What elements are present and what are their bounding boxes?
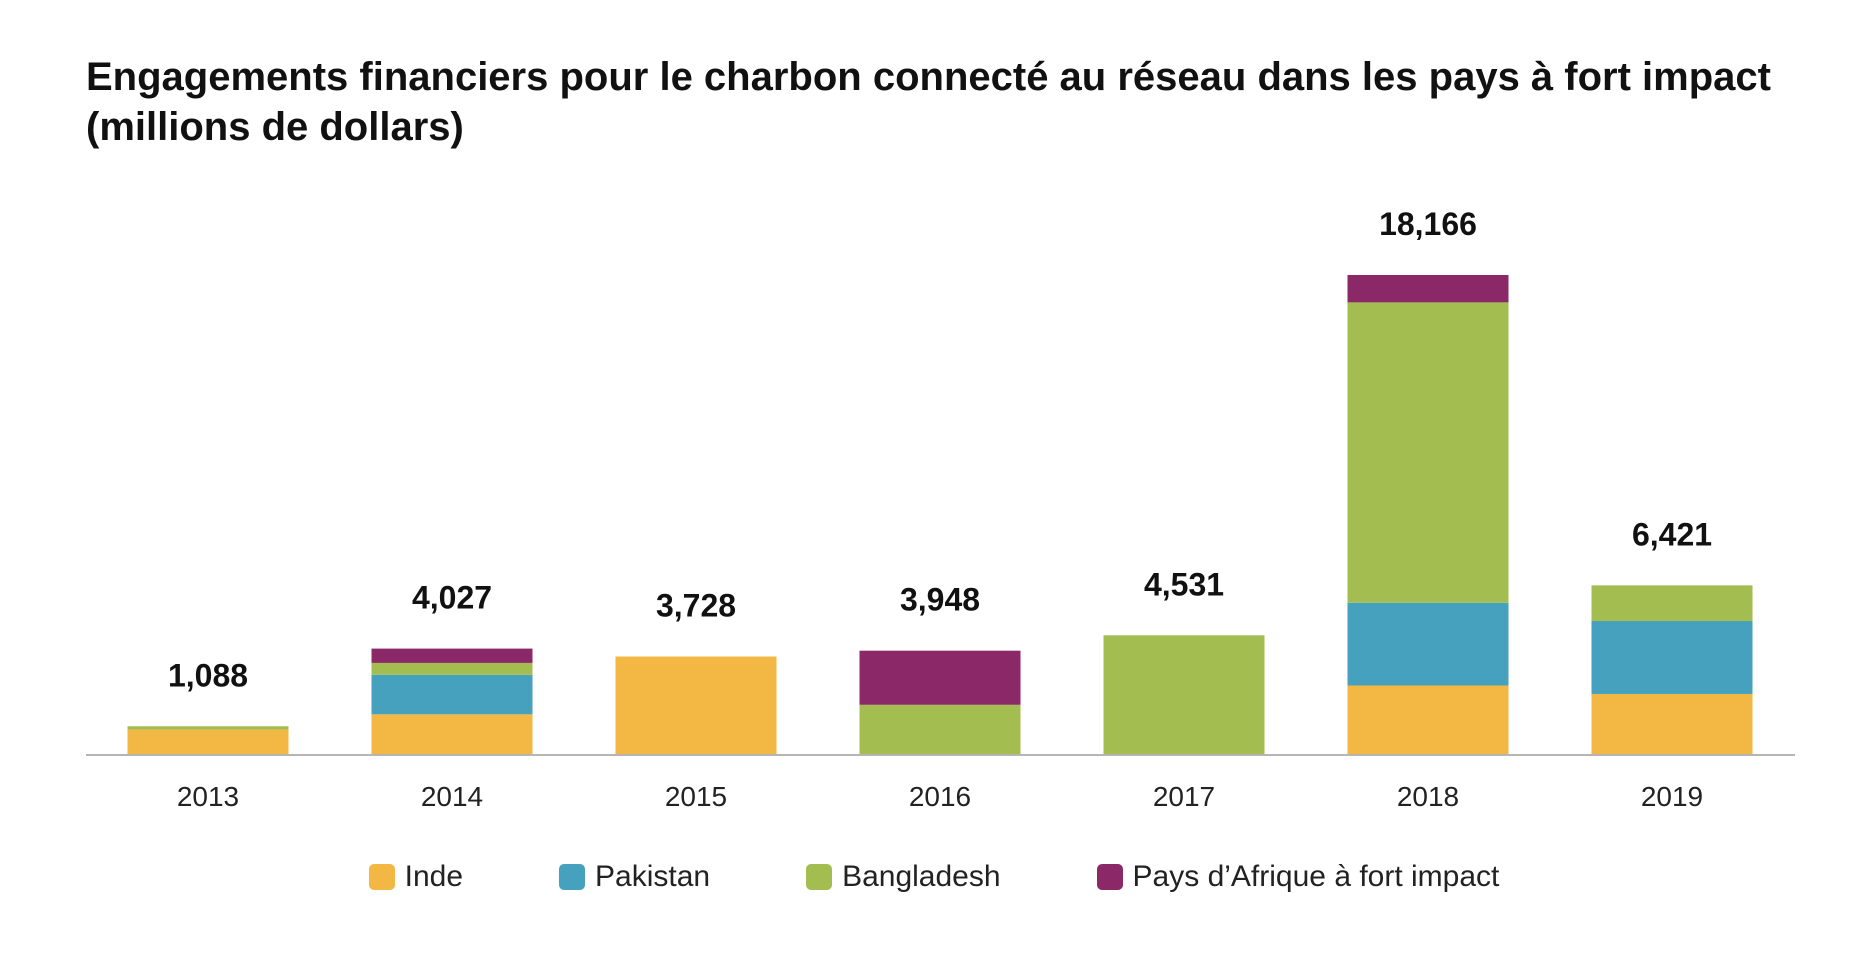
x-tick-label: 2015 <box>665 781 727 812</box>
x-tick-label: 2016 <box>909 781 971 812</box>
bar-segment-2014-0 <box>371 714 533 755</box>
bar-segment-2013-0 <box>127 729 289 755</box>
legend-swatch <box>559 864 585 890</box>
legend: Inde Pakistan Bangladesh Pays d’Afrique à f… <box>0 860 1868 894</box>
total-label: 1,088 <box>168 657 248 693</box>
legend-label: Pays d’Afrique à fort impact <box>1132 860 1500 893</box>
x-tick-label: 2019 <box>1641 781 1703 812</box>
x-tick-label: 2018 <box>1397 781 1459 812</box>
bar-segment-2015-0 <box>615 656 777 755</box>
legend-swatch <box>806 864 833 890</box>
bar-segment-2016-3 <box>859 650 1021 705</box>
legend-label: Bangladesh <box>842 860 1001 893</box>
total-label: 18,166 <box>1379 206 1477 242</box>
x-tick-label: 2014 <box>421 781 483 812</box>
total-label: 6,421 <box>1632 516 1712 552</box>
bar-segment-2018-0 <box>1347 685 1509 755</box>
bar-segment-2018-2 <box>1347 302 1509 603</box>
total-label: 3,948 <box>900 582 980 618</box>
legend-swatch <box>368 864 395 890</box>
bar-segment-2019-2 <box>1591 585 1753 622</box>
bar-segment-2014-2 <box>371 662 533 675</box>
bar-segment-2017-2 <box>1103 635 1265 755</box>
bar-segment-2018-1 <box>1347 602 1509 686</box>
x-tick-label: 2013 <box>177 781 239 812</box>
legend-item: Bangladesh <box>806 860 1001 894</box>
legend-label: Pakistan <box>595 860 711 893</box>
legend-swatch <box>1096 864 1123 890</box>
legend-item: Inde <box>368 860 463 894</box>
legend-item: Pays d’Afrique à fort impact <box>1096 860 1500 894</box>
total-label: 3,728 <box>656 587 736 623</box>
total-label: 4,531 <box>1144 566 1224 602</box>
bar-segment-2016-2 <box>859 704 1021 755</box>
bar-segment-2014-3 <box>371 648 533 663</box>
bar-segment-2018-3 <box>1347 275 1509 303</box>
bar-segment-2014-1 <box>371 674 533 715</box>
bar-segment-2019-0 <box>1591 693 1753 755</box>
legend-item: Pakistan <box>559 860 710 894</box>
total-label: 4,027 <box>412 580 492 616</box>
x-tick-label: 2017 <box>1153 781 1215 812</box>
bar-segment-2019-1 <box>1591 621 1753 694</box>
legend-label: Inde <box>404 860 463 893</box>
chart-title: Engagements financiers pour le charbon c… <box>86 55 1771 149</box>
bar-segment-2013-2 <box>127 726 289 730</box>
